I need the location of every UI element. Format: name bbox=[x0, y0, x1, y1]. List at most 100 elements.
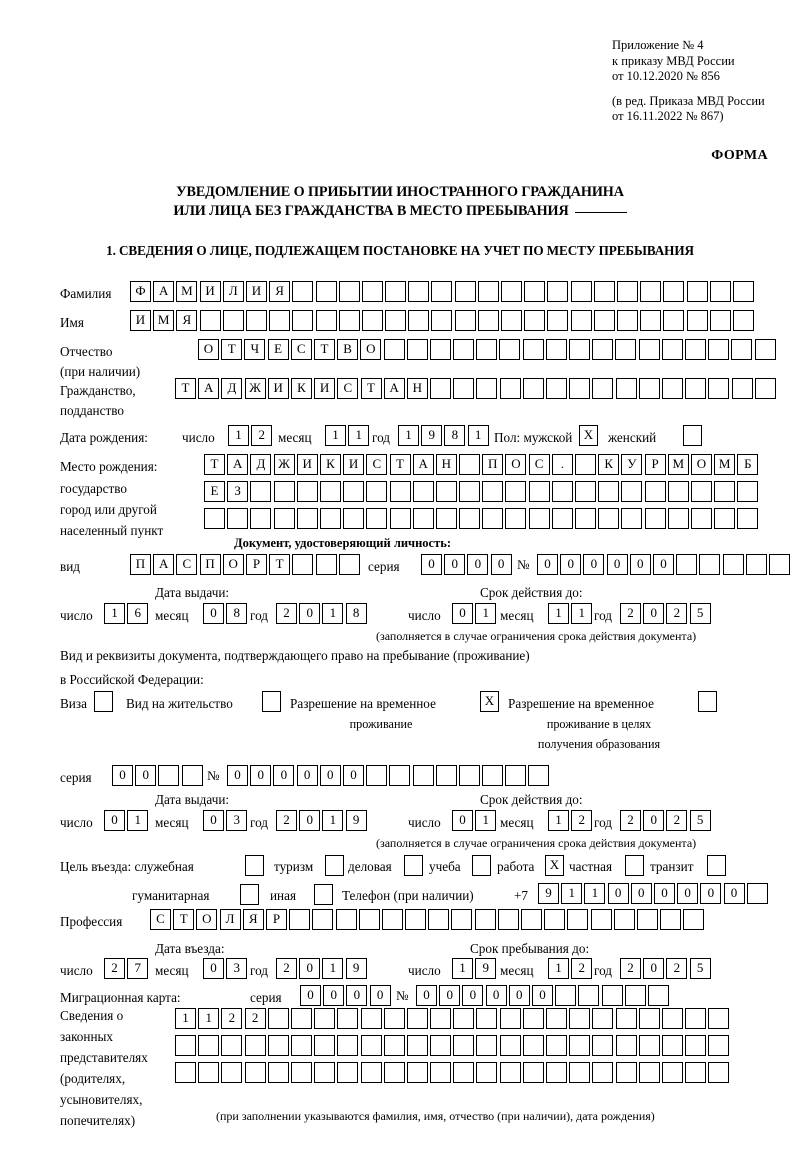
char-cell[interactable] bbox=[569, 1035, 591, 1056]
char-cell[interactable]: Р bbox=[245, 554, 267, 575]
char-cell[interactable] bbox=[198, 1062, 220, 1083]
char-cell[interactable] bbox=[638, 339, 660, 360]
char-cell[interactable] bbox=[244, 1062, 266, 1083]
char-cell[interactable]: 9 bbox=[475, 958, 497, 979]
char-cell[interactable]: Д bbox=[221, 378, 243, 399]
char-cell[interactable]: 7 bbox=[127, 958, 149, 979]
char-cell[interactable] bbox=[459, 508, 481, 529]
char-cell[interactable]: Б bbox=[737, 454, 759, 475]
char-cell[interactable]: Т bbox=[313, 339, 335, 360]
char-cell[interactable] bbox=[273, 508, 295, 529]
char-cell[interactable] bbox=[314, 1008, 336, 1029]
char-cell[interactable] bbox=[343, 481, 365, 502]
purpose-official-checkbox[interactable] bbox=[245, 855, 264, 876]
char-cell[interactable] bbox=[640, 281, 662, 302]
char-cell[interactable] bbox=[524, 310, 546, 331]
char-cell[interactable]: 9 bbox=[345, 810, 367, 831]
char-cell[interactable] bbox=[598, 508, 620, 529]
char-cell[interactable] bbox=[615, 378, 637, 399]
char-cell[interactable] bbox=[389, 508, 411, 529]
char-cell[interactable] bbox=[521, 909, 542, 930]
char-cell[interactable] bbox=[569, 1008, 591, 1029]
char-cell[interactable] bbox=[709, 281, 731, 302]
char-cell[interactable]: Н bbox=[435, 454, 457, 475]
char-cell[interactable]: М bbox=[176, 281, 198, 302]
char-cell[interactable]: 2 bbox=[244, 1008, 266, 1029]
purpose-tourism-checkbox[interactable] bbox=[325, 855, 344, 876]
char-cell[interactable] bbox=[522, 1062, 544, 1083]
char-cell[interactable] bbox=[685, 378, 707, 399]
char-cell[interactable]: 2 bbox=[666, 810, 688, 831]
char-cell[interactable]: 0 bbox=[112, 765, 133, 786]
char-cell[interactable] bbox=[319, 481, 341, 502]
char-cell[interactable] bbox=[663, 281, 685, 302]
char-cell[interactable] bbox=[731, 339, 753, 360]
char-cell[interactable]: Л bbox=[219, 909, 241, 930]
char-cell[interactable] bbox=[292, 310, 314, 331]
char-cell[interactable]: 1 bbox=[475, 603, 497, 624]
char-cell[interactable]: 0 bbox=[452, 603, 473, 624]
char-cell[interactable] bbox=[458, 765, 480, 786]
char-cell[interactable]: Ч bbox=[244, 339, 266, 360]
char-cell[interactable]: 2 bbox=[620, 810, 641, 831]
char-cell[interactable]: Я bbox=[269, 281, 291, 302]
char-cell[interactable] bbox=[661, 1008, 683, 1029]
char-cell[interactable]: К bbox=[319, 454, 341, 475]
legal-row-3-input[interactable] bbox=[175, 1062, 732, 1083]
char-cell[interactable] bbox=[593, 281, 615, 302]
residence-permit-checkbox[interactable] bbox=[262, 691, 281, 712]
char-cell[interactable]: Ф bbox=[130, 281, 151, 302]
char-cell[interactable] bbox=[267, 1035, 289, 1056]
char-cell[interactable] bbox=[221, 1035, 243, 1056]
char-cell[interactable]: 1 bbox=[322, 810, 344, 831]
purpose-private-checkbox[interactable] bbox=[625, 855, 644, 876]
purpose-work-checkbox[interactable]: X bbox=[545, 855, 564, 876]
char-cell[interactable] bbox=[430, 1062, 452, 1083]
char-cell[interactable] bbox=[269, 310, 291, 331]
char-cell[interactable] bbox=[732, 310, 754, 331]
char-cell[interactable]: 1 bbox=[322, 603, 344, 624]
char-cell[interactable] bbox=[314, 1035, 336, 1056]
char-cell[interactable]: 0 bbox=[135, 765, 157, 786]
char-cell[interactable] bbox=[406, 1062, 428, 1083]
char-cell[interactable]: 0 bbox=[643, 810, 665, 831]
char-cell[interactable] bbox=[690, 508, 712, 529]
char-cell[interactable] bbox=[686, 310, 708, 331]
char-cell[interactable]: 0 bbox=[203, 810, 224, 831]
char-cell[interactable] bbox=[406, 1008, 428, 1029]
char-cell[interactable] bbox=[383, 1035, 405, 1056]
char-cell[interactable] bbox=[638, 1008, 660, 1029]
char-cell[interactable] bbox=[499, 1035, 521, 1056]
char-cell[interactable]: 0 bbox=[629, 554, 651, 575]
char-cell[interactable] bbox=[360, 1062, 382, 1083]
char-cell[interactable] bbox=[405, 909, 427, 930]
char-cell[interactable]: 8 bbox=[345, 603, 367, 624]
char-cell[interactable]: 3 bbox=[226, 958, 248, 979]
char-cell[interactable] bbox=[383, 1062, 405, 1083]
char-cell[interactable]: В bbox=[337, 339, 359, 360]
char-cell[interactable] bbox=[389, 481, 411, 502]
char-cell[interactable] bbox=[708, 1062, 730, 1083]
char-cell[interactable]: И bbox=[296, 454, 318, 475]
char-cell[interactable] bbox=[198, 1035, 220, 1056]
char-cell[interactable]: Р bbox=[644, 454, 666, 475]
char-cell[interactable] bbox=[222, 310, 244, 331]
char-cell[interactable]: К bbox=[290, 378, 312, 399]
char-cell[interactable] bbox=[267, 1062, 289, 1083]
char-cell[interactable]: 0 bbox=[421, 554, 442, 575]
char-cell[interactable] bbox=[315, 310, 337, 331]
char-cell[interactable]: 0 bbox=[444, 554, 466, 575]
purpose-business-checkbox[interactable] bbox=[404, 855, 423, 876]
char-cell[interactable] bbox=[524, 281, 546, 302]
char-cell[interactable] bbox=[430, 1035, 452, 1056]
char-cell[interactable] bbox=[385, 281, 407, 302]
char-cell[interactable]: 1 bbox=[322, 958, 344, 979]
char-cell[interactable] bbox=[592, 378, 614, 399]
